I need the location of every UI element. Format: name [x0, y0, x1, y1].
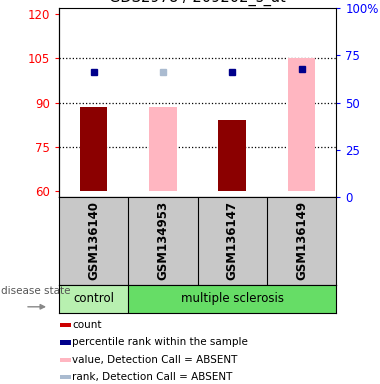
Text: GSM134953: GSM134953 — [157, 201, 169, 280]
Bar — [288, 58, 315, 191]
Bar — [60, 323, 71, 327]
Text: GSM136147: GSM136147 — [226, 201, 239, 280]
Text: rank, Detection Call = ABSENT: rank, Detection Call = ABSENT — [73, 372, 233, 382]
Title: GDS2978 / 209202_s_at: GDS2978 / 209202_s_at — [109, 0, 286, 6]
Bar — [59, 285, 128, 313]
Text: GSM136149: GSM136149 — [295, 201, 308, 280]
Text: value, Detection Call = ABSENT: value, Detection Call = ABSENT — [73, 355, 238, 365]
Bar — [80, 107, 108, 191]
Text: control: control — [73, 293, 114, 305]
Text: disease state: disease state — [1, 286, 71, 296]
Text: GSM136140: GSM136140 — [87, 201, 100, 280]
Bar — [218, 120, 246, 191]
Bar — [60, 340, 71, 344]
Bar — [60, 358, 71, 362]
Text: count: count — [73, 320, 102, 330]
Text: percentile rank within the sample: percentile rank within the sample — [73, 337, 248, 348]
Text: multiple sclerosis: multiple sclerosis — [181, 293, 284, 305]
Bar — [60, 375, 71, 379]
Bar — [149, 107, 177, 191]
